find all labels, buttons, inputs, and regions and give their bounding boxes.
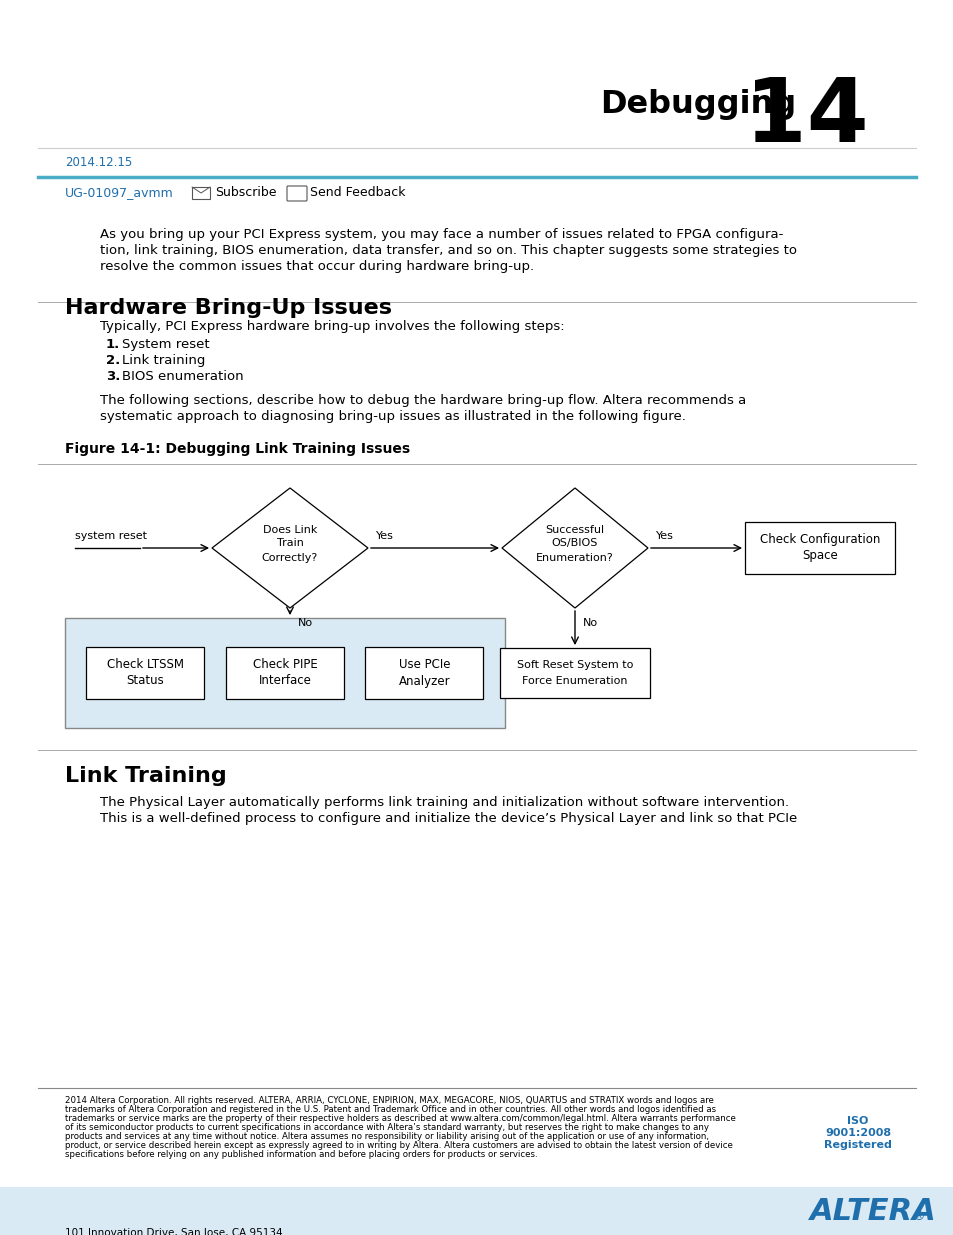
- Text: ®: ®: [911, 1210, 923, 1224]
- Text: Yes: Yes: [656, 531, 673, 541]
- Text: Status: Status: [127, 674, 164, 688]
- Text: product, or service described herein except as expressly agreed to in writing by: product, or service described herein exc…: [65, 1141, 732, 1150]
- Text: Debugging: Debugging: [599, 89, 796, 121]
- Text: Yes: Yes: [375, 531, 394, 541]
- Text: Link training: Link training: [122, 354, 205, 367]
- Text: products and services at any time without notice. Altera assumes no responsibili: products and services at any time withou…: [65, 1132, 708, 1141]
- Text: Enumeration?: Enumeration?: [536, 553, 613, 563]
- Text: Send Feedback: Send Feedback: [310, 186, 405, 200]
- Text: Interface: Interface: [258, 674, 311, 688]
- Text: Soft Reset System to: Soft Reset System to: [517, 659, 633, 671]
- Text: systematic approach to diagnosing bring-up issues as illustrated in the followin: systematic approach to diagnosing bring-…: [100, 410, 685, 424]
- Bar: [87, 647, 204, 699]
- Text: UG-01097_avmm: UG-01097_avmm: [65, 186, 173, 200]
- Text: OS/BIOS: OS/BIOS: [551, 538, 598, 548]
- Text: Analyzer: Analyzer: [398, 674, 450, 688]
- Polygon shape: [212, 488, 368, 608]
- Bar: [226, 647, 344, 699]
- Bar: [499, 648, 649, 698]
- Text: Subscribe: Subscribe: [214, 186, 276, 200]
- Text: No: No: [582, 618, 598, 629]
- Text: Force Enumeration: Force Enumeration: [521, 676, 627, 685]
- Text: The Physical Layer automatically performs link training and initialization witho: The Physical Layer automatically perform…: [100, 797, 788, 809]
- Text: Figure 14-1: Debugging Link Training Issues: Figure 14-1: Debugging Link Training Iss…: [65, 442, 410, 456]
- Text: Train: Train: [276, 538, 303, 548]
- Text: As you bring up your PCI Express system, you may face a number of issues related: As you bring up your PCI Express system,…: [100, 228, 782, 241]
- Text: BIOS enumeration: BIOS enumeration: [122, 370, 243, 383]
- Bar: [192, 186, 210, 199]
- Text: No: No: [297, 618, 313, 629]
- Text: 9001:2008: 9001:2008: [824, 1128, 890, 1137]
- Text: tion, link training, BIOS enumeration, data transfer, and so on. This chapter su: tion, link training, BIOS enumeration, d…: [100, 245, 796, 257]
- Text: specifications before relying on any published information and before placing or: specifications before relying on any pub…: [65, 1150, 537, 1158]
- Text: Hardware Bring-Up Issues: Hardware Bring-Up Issues: [65, 298, 392, 317]
- Text: The following sections, describe how to debug the hardware bring-up flow. Altera: The following sections, describe how to …: [100, 394, 745, 408]
- Text: 1.: 1.: [106, 338, 120, 351]
- Bar: [65, 618, 504, 727]
- Text: ALTERA: ALTERA: [809, 1197, 936, 1225]
- Text: of its semiconductor products to current specifications in accordance with Alter: of its semiconductor products to current…: [65, 1123, 708, 1132]
- Text: Successful: Successful: [545, 525, 604, 535]
- Text: Does Link: Does Link: [262, 525, 316, 535]
- Text: This is a well-defined process to configure and initialize the device’s Physical: This is a well-defined process to config…: [100, 811, 797, 825]
- Text: Typically, PCI Express hardware bring-up involves the following steps:: Typically, PCI Express hardware bring-up…: [100, 320, 564, 333]
- Text: 101 Innovation Drive, San Jose, CA 95134: 101 Innovation Drive, San Jose, CA 95134: [65, 1228, 282, 1235]
- Text: Link Training: Link Training: [65, 766, 227, 785]
- Text: Check PIPE: Check PIPE: [253, 658, 317, 672]
- Polygon shape: [501, 488, 647, 608]
- Text: trademarks or service marks are the property of their respective holders as desc: trademarks or service marks are the prop…: [65, 1114, 735, 1123]
- Text: 2014.12.15: 2014.12.15: [65, 156, 132, 168]
- Text: Use PCIe: Use PCIe: [398, 658, 450, 672]
- Text: Space: Space: [801, 550, 837, 562]
- Text: 2.: 2.: [106, 354, 120, 367]
- Text: 3.: 3.: [106, 370, 120, 383]
- Text: trademarks of Altera Corporation and registered in the U.S. Patent and Trademark: trademarks of Altera Corporation and reg…: [65, 1105, 716, 1114]
- Bar: [744, 522, 894, 574]
- Text: 14: 14: [744, 74, 868, 162]
- Text: System reset: System reset: [122, 338, 210, 351]
- Text: system reset: system reset: [75, 531, 147, 541]
- Text: Check LTSSM: Check LTSSM: [107, 658, 184, 672]
- Bar: [365, 647, 483, 699]
- Text: resolve the common issues that occur during hardware bring-up.: resolve the common issues that occur dur…: [100, 261, 534, 273]
- Text: Registered: Registered: [823, 1140, 891, 1150]
- FancyBboxPatch shape: [287, 186, 307, 201]
- Text: ISO: ISO: [846, 1116, 868, 1126]
- Bar: [0, 1187, 953, 1235]
- Text: Check Configuration: Check Configuration: [759, 534, 880, 547]
- Text: 2014 Altera Corporation. All rights reserved. ALTERA, ARRIA, CYCLONE, ENPIRION, : 2014 Altera Corporation. All rights rese…: [65, 1095, 713, 1105]
- Text: Correctly?: Correctly?: [262, 553, 317, 563]
